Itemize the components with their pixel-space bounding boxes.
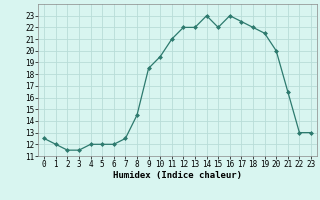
X-axis label: Humidex (Indice chaleur): Humidex (Indice chaleur) [113, 171, 242, 180]
